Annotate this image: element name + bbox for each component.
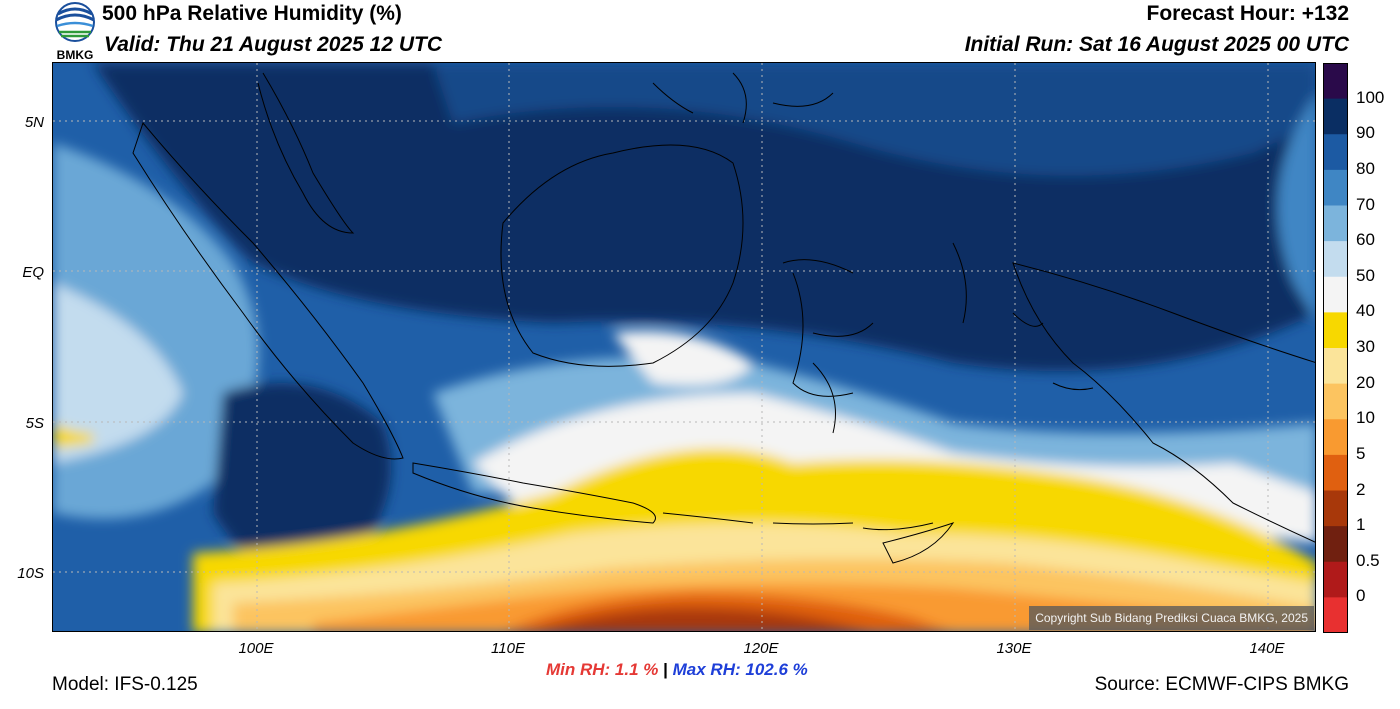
lat-label-5n: 5N [24, 114, 44, 131]
colorbar-swatch [1323, 63, 1348, 100]
min-rh: Min RH: 1.1 % [546, 660, 659, 679]
colorbar-label: 40 [1356, 301, 1375, 321]
lat-label-10s: 10S [17, 565, 44, 582]
valid-time: Valid: Thu 21 August 2025 12 UTC [104, 33, 443, 56]
colorbar-label: 80 [1356, 158, 1375, 178]
colorbar-label: 60 [1356, 230, 1375, 250]
colorbar-label: 5 [1356, 443, 1366, 463]
colorbar-label: 1 [1356, 515, 1366, 535]
colorbar-swatch [1323, 526, 1348, 563]
colorbar-swatch [1323, 98, 1348, 135]
colorbar-swatch [1323, 276, 1348, 313]
chart-title: 500 hPa Relative Humidity (%) [102, 2, 402, 25]
colorbar-swatch [1323, 134, 1348, 171]
lon-label-100e: 100E [238, 640, 274, 657]
colorbar-label: 2 [1356, 479, 1366, 499]
colorbar-label: 0 [1356, 586, 1366, 606]
copyright-notice: Copyright Sub Bidang Prediksi Cuaca BMKG… [1029, 606, 1314, 630]
max-rh: Max RH: 102.6 % [672, 660, 808, 679]
colorbar-label: 10 [1356, 408, 1375, 428]
bmkg-logo-icon: BMKG [50, 0, 100, 62]
colorbar-swatch [1323, 169, 1348, 206]
map-gridlines [53, 63, 1315, 631]
colorbar-label: 100 [1356, 87, 1385, 107]
colorbar-label: 30 [1356, 337, 1375, 356]
coastlines [132, 72, 1315, 564]
lon-label-140e: 140E [1249, 640, 1285, 657]
colorbar-label: 20 [1356, 372, 1375, 392]
rh-stats: Min RH: 1.1 % | Max RH: 102.6 % [546, 660, 808, 680]
colorbar-swatch [1323, 383, 1348, 420]
forecast-hour: Forecast Hour: +132 [1146, 2, 1350, 25]
colorbar [1323, 63, 1348, 633]
colorbar-label: 50 [1356, 265, 1375, 285]
lon-label-120e: 120E [743, 640, 779, 657]
colorbar-label: 90 [1356, 123, 1375, 143]
colorbar-swatch [1323, 561, 1348, 598]
lon-label-130e: 130E [996, 640, 1032, 657]
initial-run: Initial Run: Sat 16 August 2025 00 UTC [964, 33, 1349, 56]
logo-text: BMKG [57, 48, 94, 62]
stats-separator: | [663, 660, 668, 679]
lon-label-110e: 110E [491, 640, 525, 657]
colorbar-swatch [1323, 241, 1348, 278]
colorbar-swatch [1323, 312, 1348, 349]
colorbar-swatch [1323, 419, 1348, 456]
source-label: Source: ECMWF-CIPS BMKG [1094, 674, 1349, 695]
colorbar-swatch [1323, 490, 1348, 527]
map-canvas [53, 63, 1315, 631]
colorbar-border [1323, 63, 1348, 633]
colorbar-swatch [1323, 348, 1348, 385]
model-label: Model: IFS-0.125 [52, 674, 198, 695]
colorbar-swatch [1323, 205, 1348, 242]
colorbar-label: 0.5 [1356, 550, 1380, 570]
colorbar-swatch [1323, 597, 1348, 633]
humidity-map: Copyright Sub Bidang Prediksi Cuaca BMKG… [52, 62, 1316, 632]
lat-label-5s: 5S [25, 415, 44, 432]
colorbar-swatch [1323, 454, 1348, 491]
lat-label-eq: EQ [22, 264, 44, 281]
colorbar-label: 70 [1356, 194, 1375, 214]
